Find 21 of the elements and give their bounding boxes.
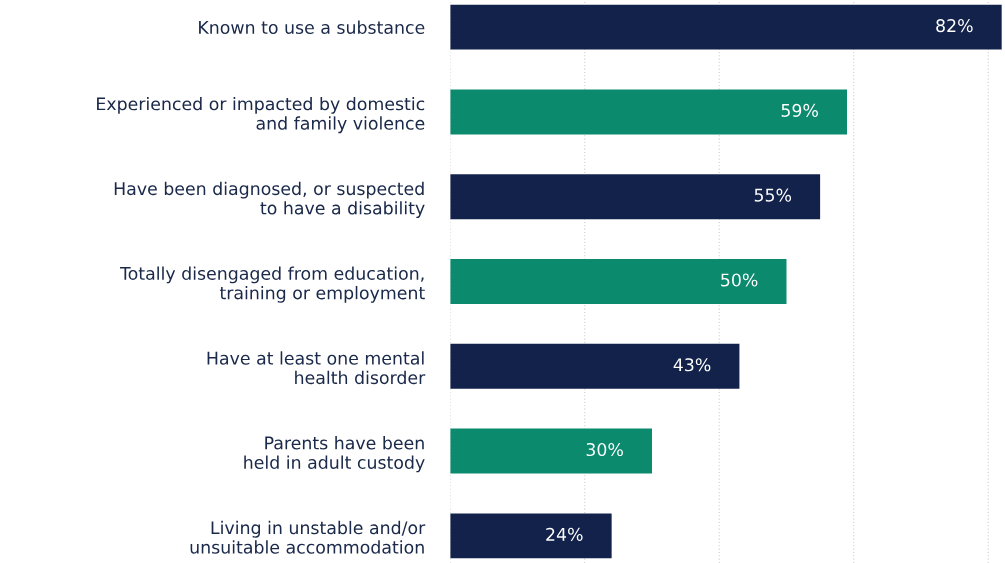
y-tick-label: Have at least one mental health disorder	[207, 351, 426, 385]
y-tick-label: Living in unstable and/or unsuitable accommodation	[190, 520, 426, 554]
bar	[450, 343, 740, 389]
bar	[450, 428, 652, 474]
bar	[450, 259, 787, 304]
bar	[450, 89, 848, 135]
data-label: 82%	[936, 19, 973, 33]
bar	[450, 174, 821, 220]
y-tick-label: Known to use a substance	[199, 20, 425, 34]
y-tick-label: Parents have been held in adult custody	[244, 436, 425, 473]
bar	[450, 513, 612, 559]
y-tick-label: Totally disengaged from education, training or employment	[119, 266, 425, 303]
data-label: 43%	[673, 358, 711, 372]
data-label: 50%	[721, 273, 758, 287]
data-label: 55%	[754, 188, 792, 202]
data-label: 30%	[586, 442, 623, 457]
y-tick-label: Have been diagnosed, or suspected to have a disability	[114, 181, 425, 218]
data-label: 24%	[546, 527, 583, 541]
bar	[450, 4, 1002, 50]
data-label: 59%	[781, 103, 818, 117]
y-tick-label: Experienced or impacted by domestic and family violence	[97, 96, 425, 134]
